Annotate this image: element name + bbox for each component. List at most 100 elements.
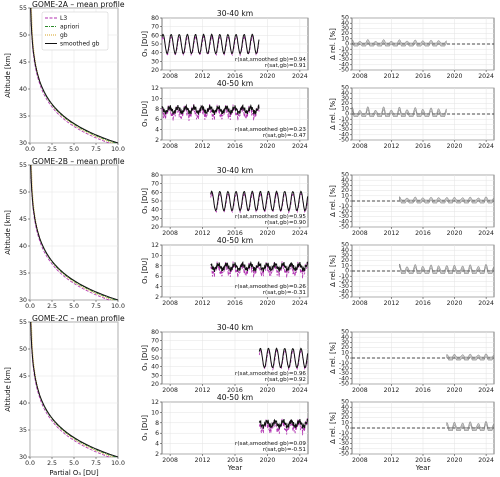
x-tick-label: 7.5 — [91, 303, 101, 310]
y-tick-label: 20 — [151, 381, 159, 388]
timeseries-ylabel: O₃ [DU] — [141, 415, 149, 441]
x-tick-label: 2008 — [162, 73, 178, 80]
y-tick-label: 50 — [341, 329, 349, 336]
correlation-gb: r(sat,gb)=-0.31 — [263, 290, 307, 296]
y-tick-label: -40 — [339, 288, 349, 295]
x-tick-label: 2008 — [352, 230, 368, 237]
y-tick-label: -10 — [339, 116, 349, 123]
y-tick-label: 20 — [151, 224, 159, 231]
y-tick-label: 50 — [151, 198, 159, 205]
timeseries-ylabel: O₃ [DU] — [141, 258, 149, 284]
correlation-gb: r(sat,gb)=0.92 — [265, 377, 306, 383]
relative-difference-band — [399, 196, 494, 204]
x-tick-label: 2012 — [195, 300, 211, 307]
y-tick-label: 70 — [151, 24, 159, 31]
y-tick-label: 30 — [151, 215, 159, 222]
y-tick-label: -50 — [339, 294, 349, 301]
relative-grid — [352, 174, 494, 228]
y-tick-label: 0 — [345, 425, 349, 432]
relative-ylabel: Δ rel. [%] — [329, 28, 337, 60]
y-tick-label: -40 — [339, 375, 349, 382]
correlation-smoothed-gb: r(sat,smoothed gb)=0.95 — [235, 214, 306, 220]
profile-ylabel: Altitude [km] — [4, 367, 12, 412]
y-tick-label: 35 — [19, 113, 27, 120]
y-tick-label: 40 — [19, 400, 27, 407]
y-tick-label: -30 — [339, 283, 349, 290]
y-tick-label: 40 — [341, 177, 349, 184]
x-tick-label: 2024 — [478, 387, 494, 394]
legend-label: L3 — [60, 15, 67, 22]
profile-grid — [29, 321, 119, 458]
y-tick-label: 35 — [19, 270, 27, 277]
y-tick-label: 30 — [151, 58, 159, 65]
y-tick-label: 50 — [151, 355, 159, 362]
x-tick-label: 2016 — [227, 143, 243, 150]
line-smoothed-gb — [258, 347, 309, 369]
y-tick-label: 30 — [341, 339, 349, 346]
legend-label: smoothed gb — [60, 41, 100, 48]
x-tick-label: 2012 — [384, 300, 400, 307]
y-tick-label: 10 — [151, 95, 159, 102]
x-tick-label: 2012 — [195, 143, 211, 150]
correlation-gb: r(sat,gb)=0.90 — [265, 220, 307, 226]
x-tick-label: 2024 — [478, 230, 494, 237]
y-tick-label: 55 — [19, 162, 27, 169]
x-tick-label: 2012 — [195, 387, 211, 394]
x-tick-label: 2016 — [227, 73, 243, 80]
y-tick-label: 45 — [19, 216, 27, 223]
curve-smoothed-gb — [30, 7, 119, 144]
curve-apriori — [30, 321, 116, 458]
x-tick-label: 2020 — [447, 457, 463, 464]
y-tick-label: 40 — [341, 90, 349, 97]
relative-grid — [352, 401, 494, 455]
x-tick-label: 5.0 — [69, 303, 79, 310]
curve-smoothed-gb — [30, 321, 119, 458]
y-tick-label: -50 — [339, 451, 349, 458]
y-tick-label: -40 — [339, 218, 349, 225]
y-tick-label: 10 — [341, 262, 349, 269]
y-tick-label: -30 — [339, 126, 349, 133]
y-tick-label: 40 — [151, 364, 159, 371]
y-tick-label: -50 — [339, 381, 349, 388]
y-tick-label: 20 — [151, 67, 159, 74]
y-tick-label: 50 — [341, 15, 349, 22]
x-tick-label: 2.5 — [47, 460, 57, 467]
timeseries-lines — [210, 260, 309, 279]
x-tick-label: 2012 — [384, 230, 400, 237]
legend-label: gb — [60, 32, 68, 39]
x-tick-label: 10.0 — [111, 303, 125, 310]
y-tick-label: -30 — [339, 440, 349, 447]
x-tick-label: 2016 — [415, 387, 431, 394]
y-tick-label: 0 — [345, 41, 349, 48]
y-tick-label: 10 — [341, 419, 349, 426]
x-tick-label: 2012 — [195, 457, 211, 464]
x-tick-label: 10.0 — [111, 460, 125, 467]
y-tick-label: 30 — [151, 372, 159, 379]
y-tick-label: -20 — [339, 435, 349, 442]
y-tick-label: -50 — [339, 137, 349, 144]
y-tick-label: -20 — [339, 121, 349, 128]
y-tick-label: 6 — [155, 430, 159, 437]
profile-curves — [30, 7, 119, 144]
line-smoothed-gb — [210, 260, 309, 273]
y-tick-label: 60 — [151, 346, 159, 353]
x-tick-label: 2020 — [260, 73, 276, 80]
correlation-gb: r(sat,gb)=0.91 — [265, 63, 307, 69]
y-tick-label: 80 — [151, 329, 159, 336]
y-tick-label: 45 — [19, 59, 27, 66]
y-tick-label: -40 — [339, 445, 349, 452]
relative-difference-band — [351, 39, 447, 47]
correlation-smoothed-gb: r(sat,smoothed gb)=0.09 — [235, 441, 306, 447]
y-tick-label: 10 — [341, 349, 349, 356]
y-tick-label: 40 — [341, 247, 349, 254]
correlation-gb: r(sat,gb)=-0.51 — [263, 447, 307, 453]
y-tick-label: 2 — [155, 294, 159, 301]
x-tick-label: 2016 — [415, 457, 431, 464]
y-tick-label: 60 — [151, 32, 159, 39]
y-tick-label: 30 — [19, 140, 27, 147]
y-tick-label: 10 — [341, 192, 349, 199]
y-tick-label: 8 — [155, 420, 159, 427]
y-tick-label: 50 — [341, 399, 349, 406]
y-tick-label: 0 — [345, 198, 349, 205]
relative-difference-band — [351, 105, 447, 117]
